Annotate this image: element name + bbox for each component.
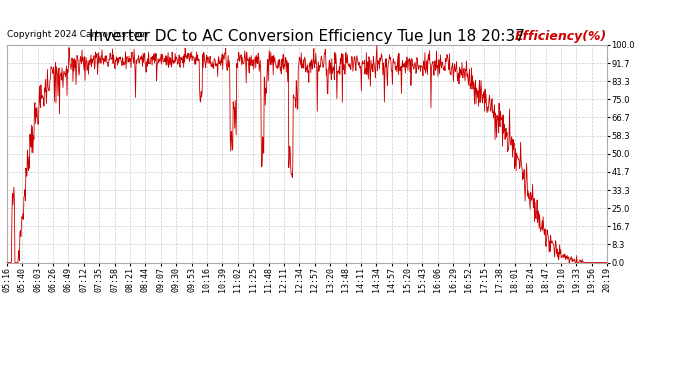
Title: Inverter DC to AC Conversion Efficiency Tue Jun 18 20:37: Inverter DC to AC Conversion Efficiency … — [89, 29, 525, 44]
Text: Copyright 2024 Cartronics.com: Copyright 2024 Cartronics.com — [7, 30, 148, 39]
Text: Efficiency(%): Efficiency(%) — [515, 30, 607, 43]
